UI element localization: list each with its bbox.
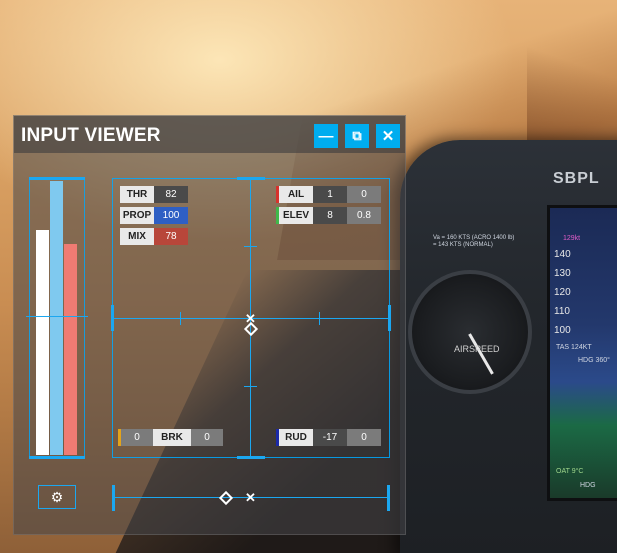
cockpit-brand: SBPL	[553, 170, 600, 187]
plot-bottom-cap	[237, 456, 265, 459]
bar-right	[64, 181, 77, 455]
pfd-tape-value: 130	[554, 268, 571, 279]
ail-value: 1	[313, 186, 347, 203]
elev-value: 8	[313, 207, 347, 224]
bar-right-fill	[64, 244, 77, 455]
popout-button[interactable]: ⧉	[345, 124, 369, 148]
input-viewer-window: INPUT VIEWER — ⧉ ✕	[13, 115, 406, 535]
bars-bottom-cap	[29, 456, 85, 459]
elev-trim: 0.8	[347, 207, 381, 224]
pfd-speed-tape: 140 130 120 110 100	[554, 245, 590, 345]
bars-center-line	[26, 316, 88, 317]
close-icon: ✕	[381, 128, 395, 145]
rudder-axis: ✕	[112, 482, 390, 512]
pfd-oat: OAT 9°C	[556, 468, 584, 475]
rudder-axis-line	[112, 497, 390, 498]
plot-tick	[244, 386, 257, 387]
title-bar[interactable]: INPUT VIEWER — ⧉ ✕	[14, 116, 405, 153]
bar-middle	[50, 181, 63, 455]
prop-value: 100	[154, 207, 188, 224]
rud-value: -17	[313, 429, 347, 446]
bar-left-fill	[36, 230, 49, 455]
engine-row-thr: THR 82	[120, 186, 188, 203]
minimize-icon: —	[318, 127, 334, 145]
plot-left-cap	[111, 305, 114, 331]
plot-top-cap	[237, 177, 265, 180]
brake-label: BRK	[153, 429, 191, 446]
rudder-right-cap	[387, 485, 390, 511]
plot-tick	[319, 312, 320, 325]
pfd-tape-value: 100	[554, 325, 571, 336]
rudder-row: RUD -17 0	[276, 429, 381, 446]
bars-top-cap	[29, 177, 85, 180]
plot-right-cap	[388, 305, 391, 331]
placard-line-1: Va = 160 KTS (ACRO 1400 lb)	[433, 235, 515, 241]
popout-icon: ⧉	[352, 128, 362, 143]
mix-label: MIX	[120, 228, 154, 245]
pfd-tas: TAS 124KT	[556, 344, 592, 351]
pfd-speed-bug: 129kt	[563, 235, 581, 242]
ail-trim: 0	[347, 186, 381, 203]
window-title: INPUT VIEWER	[21, 125, 161, 146]
pfd-hdg: HDG 360°	[578, 357, 610, 364]
rudder-center-marker: ✕	[245, 490, 256, 505]
aileron-accent	[276, 186, 279, 203]
stick-plot: ✕ THR 82 PROP 100 MIX 78 AIL 1 0 ELEV 8 …	[111, 177, 391, 459]
primary-flight-display	[547, 205, 617, 501]
plot-horizontal-axis	[112, 318, 390, 319]
pfd-tape-value: 120	[554, 287, 571, 298]
gear-icon: ⚙	[50, 488, 64, 505]
pfd-hdg-bottom: HDG	[580, 482, 596, 489]
bar-left	[36, 181, 49, 455]
aileron-row: AIL 1 0	[276, 186, 381, 203]
rudder-left-cap	[112, 485, 115, 511]
bar-middle-fill	[50, 181, 63, 455]
thr-label: THR	[120, 186, 154, 203]
rud-label: RUD	[279, 429, 313, 446]
brake-left-value: 0	[121, 429, 153, 446]
rudder-accent	[276, 429, 279, 446]
pfd-tape-value: 140	[554, 249, 571, 260]
brake-row: 0 BRK 0	[118, 429, 223, 446]
pfd-tape-value: 110	[554, 306, 570, 317]
stick-center-marker: ✕	[245, 311, 256, 326]
plot-tick	[180, 312, 181, 325]
minimize-button[interactable]: —	[314, 124, 338, 148]
elevator-accent	[276, 207, 279, 224]
thr-value: 82	[154, 186, 188, 203]
settings-button[interactable]: ⚙	[38, 485, 76, 509]
throttle-bars	[26, 177, 88, 459]
brake-right-value: 0	[191, 429, 223, 446]
close-button[interactable]: ✕	[376, 124, 400, 148]
engine-row-mix: MIX 78	[120, 228, 188, 245]
rud-trim: 0	[347, 429, 381, 446]
airspeed-gauge: AIRSPEED	[408, 270, 532, 394]
brake-accent	[118, 429, 121, 446]
mix-value: 78	[154, 228, 188, 245]
placard-line-2: = 143 KTS (NORMAL)	[433, 242, 493, 248]
plot-tick	[244, 246, 257, 247]
prop-label: PROP	[120, 207, 154, 224]
placard: Va = 160 KTS (ACRO 1400 lb) = 143 KTS (N…	[433, 235, 514, 249]
elev-label: ELEV	[279, 207, 313, 224]
elevator-row: ELEV 8 0.8	[276, 207, 381, 224]
ail-label: AIL	[279, 186, 313, 203]
rudder-position-marker	[219, 490, 234, 506]
airspeed-label: AIRSPEED	[454, 344, 500, 354]
engine-row-prop: PROP 100	[120, 207, 188, 224]
